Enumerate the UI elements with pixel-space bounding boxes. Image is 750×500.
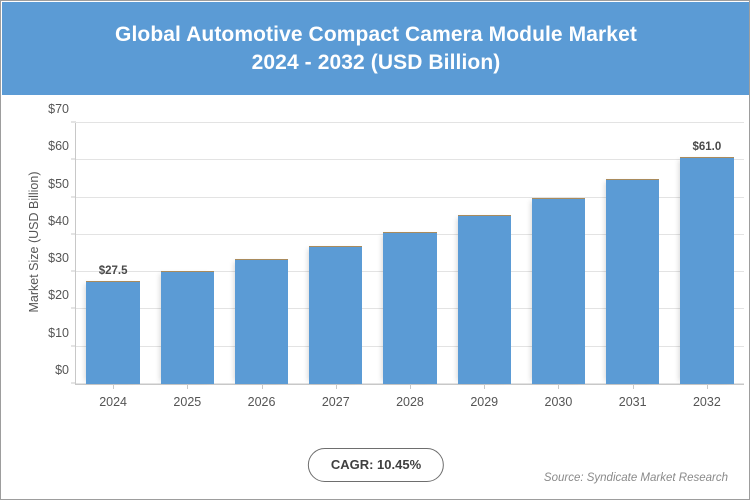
y-axis-tick-label: $60 [48,139,69,154]
cagr-badge: CAGR: 10.45% [307,448,445,482]
y-axis-tick-mark [71,345,76,347]
bar[interactable] [680,156,734,384]
bar-slot[interactable]: 2029 [447,123,521,409]
y-axis-tick-mark [71,158,76,160]
x-axis-tick-label: 2028 [396,395,424,409]
plot-area: $0 $10 $20 $30 $40 $50 $60 $70 $27.5 2024 2025 202… [48,102,744,409]
chart-body: Market Size (USD Billion) $0 $10 $20 $30 $40… [2,95,749,499]
gridline [76,159,744,161]
y-axis-tick-mark [71,307,76,309]
y-axis-tick-label: $40 [48,213,69,228]
y-axis-tick-mark [71,196,76,198]
bar-slot[interactable]: 2028 [373,123,447,409]
bar-slot[interactable]: 2031 [596,123,670,409]
x-axis-tick-mark [113,384,115,389]
bar[interactable] [160,270,215,384]
bar-slot[interactable]: 2025 [150,123,224,409]
bar[interactable] [309,246,363,384]
y-axis-tick-mark [71,382,76,384]
x-axis-tick-label: 2024 [99,395,128,409]
y-axis-tick-label: $20 [48,288,69,303]
bar-slot[interactable]: 2030 [521,123,595,409]
y-axis-tick-label: $30 [48,251,69,266]
x-axis-tick-mark [632,384,634,389]
y-axis-tick-mark [71,121,76,123]
x-axis-tick-mark [261,384,263,389]
y-axis-tick-mark [71,270,76,272]
x-axis-tick-mark [558,384,560,389]
bar[interactable] [86,281,140,384]
x-axis-tick-label: 2025 [173,395,202,409]
y-axis-tick-label: $0 [55,363,69,377]
x-axis-tick-label: 2030 [544,395,573,409]
y-axis-tick-label: $10 [48,325,69,340]
x-axis-tick-mark [335,384,337,389]
x-axis-tick-mark [409,384,411,389]
x-axis-tick-label: 2027 [321,395,350,409]
gridline [76,196,744,198]
x-axis-tick-mark [706,384,708,389]
bar[interactable] [234,259,289,384]
y-axis-tick-label: $70 [48,102,69,116]
bar-slot[interactable]: 2026 [224,123,298,409]
y-axis-tick-label: $50 [48,176,69,191]
bar[interactable] [531,197,586,384]
x-axis-tick-label: 2026 [247,395,276,409]
gridline [76,122,744,123]
chart-header-banner: Global Automotive Compact Camera Module … [2,2,749,95]
x-axis-tick-label: 2029 [470,395,499,409]
bar-value-label: $61.0 [692,140,722,153]
y-axis-title: Market Size (USD Billion) [27,171,41,313]
x-axis-tick-mark [187,384,189,389]
bar-slot[interactable]: $61.0 2032 [670,123,744,409]
bar-slot[interactable]: 2027 [299,123,373,409]
bar-value-label: $27.5 [98,265,128,278]
bar[interactable] [605,178,660,384]
y-axis-tick-mark [71,233,76,235]
chart-title-line-1: Global Automotive Compact Camera Module … [115,22,637,46]
x-axis-tick-label: 2031 [618,395,647,409]
bar[interactable] [457,215,511,384]
bar[interactable] [383,231,437,384]
x-axis-tick-mark [484,384,486,389]
x-axis-tick-label: 2032 [692,395,721,409]
chart-title-line-2: 2024 - 2032 (USD Billion) [251,50,501,74]
source-note: Source: Syndicate Market Research [543,472,728,484]
bar-slot[interactable]: $27.5 2024 [76,123,150,409]
